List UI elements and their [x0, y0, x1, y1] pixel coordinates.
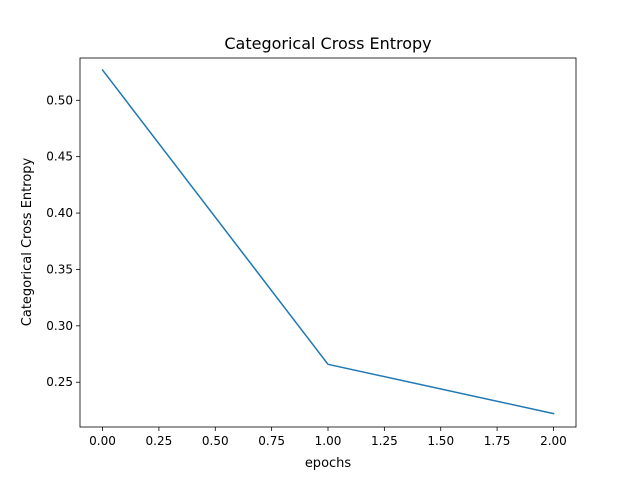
y-tick-label: 0.40 — [46, 206, 73, 220]
x-axis-label: epochs — [305, 456, 352, 471]
x-tick-label: 1.25 — [371, 434, 398, 448]
x-tick-label: 0.00 — [89, 434, 116, 448]
x-tick-label: 0.50 — [202, 434, 229, 448]
y-tick-label: 0.50 — [46, 93, 73, 107]
plot-area: 0.00 0.25 0.50 0.75 1.00 1.25 1.50 1.75 2.00 0.25… — [46, 57, 577, 448]
y-tick-label: 0.30 — [46, 319, 73, 333]
x-tick-label: 1.00 — [315, 434, 342, 448]
y-tick-label: 0.25 — [46, 375, 73, 389]
x-tick-label: 2.00 — [540, 434, 567, 448]
x-tick-label: 0.25 — [146, 434, 173, 448]
series-line-0 — [101, 69, 555, 415]
x-tick-label: 1.75 — [484, 434, 511, 448]
y-tick-label: 0.35 — [46, 262, 73, 276]
x-tick-label: 1.50 — [427, 434, 454, 448]
chart-title: Categorical Cross Entropy — [224, 34, 431, 53]
y-axis-label: Categorical Cross Entropy — [20, 157, 35, 326]
y-tick-label: 0.45 — [46, 150, 73, 164]
x-tick-label: 0.75 — [258, 434, 285, 448]
